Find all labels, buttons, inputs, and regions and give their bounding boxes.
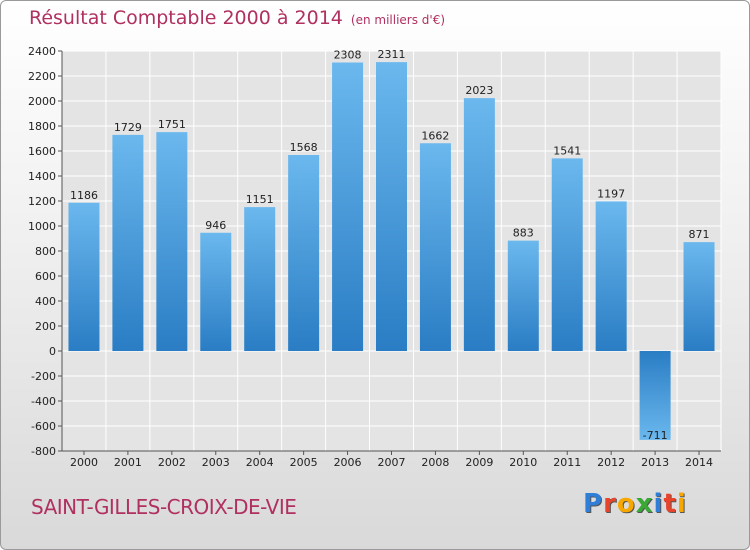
x-tick-label: 2006 [334, 456, 362, 469]
data-label: 871 [689, 228, 710, 241]
y-tick-label: 600 [35, 270, 56, 283]
bar-2004 [244, 207, 276, 351]
bar-2013 [639, 351, 671, 440]
bar-2011 [551, 158, 583, 351]
proxiti-logo[interactable]: Proxiti [583, 489, 687, 519]
y-tick-label: 200 [35, 320, 56, 333]
x-tick-label: 2011 [553, 456, 581, 469]
x-tick-label: 2005 [290, 456, 318, 469]
logo-letter: o [616, 489, 636, 519]
data-label: 1729 [114, 121, 142, 134]
bar-2009 [463, 98, 495, 351]
data-label: 1662 [421, 129, 449, 142]
bar-2003 [200, 232, 232, 351]
logo-letter: x [635, 489, 654, 519]
x-tick-label: 2009 [465, 456, 493, 469]
y-tick-label: -200 [31, 370, 56, 383]
data-label: 946 [205, 219, 226, 232]
bar-2005 [288, 155, 320, 351]
bar-2008 [419, 143, 451, 351]
y-tick-label: -600 [31, 420, 56, 433]
y-tick-label: 1600 [28, 145, 56, 158]
data-label: 1541 [553, 144, 581, 157]
logo-letter: t [663, 489, 677, 519]
y-tick-label: 800 [35, 245, 56, 258]
data-label: 1197 [597, 187, 625, 200]
data-label: 1751 [158, 118, 186, 131]
x-tick-label: 2008 [421, 456, 449, 469]
x-tick-label: 2013 [641, 456, 669, 469]
logo-letter: P [583, 489, 604, 519]
bar-2012 [595, 201, 627, 351]
x-tick-label: 2010 [509, 456, 537, 469]
y-tick-label: 1800 [28, 120, 56, 133]
chart-title: Résultat Comptable 2000 à 2014 (en millie… [29, 7, 445, 29]
bar-2006 [332, 62, 364, 351]
bars: 1186 1729 1751 946 1151 1568 2308 2311 1662 2023 8… [68, 48, 715, 442]
logo-letter: i [653, 489, 664, 519]
y-tick-label: -800 [31, 445, 56, 458]
data-label: 1568 [290, 141, 318, 154]
y-tick-label: 1200 [28, 195, 56, 208]
axes: -800 -600 -400 -200 0 200 400 600 800 1000 1200 140… [28, 45, 721, 469]
x-tick-label: 2004 [246, 456, 274, 469]
y-tick-label: 2200 [28, 70, 56, 83]
y-tick-label: 400 [35, 295, 56, 308]
x-tick-label: 2001 [114, 456, 142, 469]
y-tick-label: -400 [31, 395, 56, 408]
x-tick-label: 2003 [202, 456, 230, 469]
bar-2002 [156, 132, 188, 351]
data-label: 2311 [378, 48, 406, 61]
data-label: 1186 [70, 189, 98, 202]
data-label: 2023 [465, 84, 493, 97]
y-tick-label: 1400 [28, 170, 56, 183]
bar-2007 [376, 62, 407, 351]
y-tick-label: 0 [49, 345, 56, 358]
data-label: -711 [643, 429, 668, 442]
logo-letter: i [676, 489, 687, 519]
logo-letter: r [603, 489, 617, 519]
x-tick-label: 2014 [685, 456, 713, 469]
bar-2001 [112, 134, 144, 351]
data-label: 883 [513, 227, 534, 240]
y-tick-label: 2000 [28, 95, 56, 108]
city-name: SAINT-GILLES-CROIX-DE-VIE [31, 495, 297, 519]
chart-subtitle: (en milliers d'€) [350, 13, 446, 27]
bar-2010 [507, 240, 539, 351]
y-tick-label: 1000 [28, 220, 56, 233]
x-tick-label: 2000 [70, 456, 98, 469]
x-tick-label: 2002 [158, 456, 186, 469]
x-tick-label: 2007 [378, 456, 406, 469]
y-tick-label: 2400 [28, 45, 56, 58]
chart-title-text: Résultat Comptable 2000 à 2014 [29, 7, 343, 29]
bar-2014 [683, 242, 715, 351]
data-label: 2308 [334, 49, 362, 62]
x-tick-label: 2012 [597, 456, 625, 469]
data-label: 1151 [246, 193, 274, 206]
bar-2000 [68, 202, 100, 351]
